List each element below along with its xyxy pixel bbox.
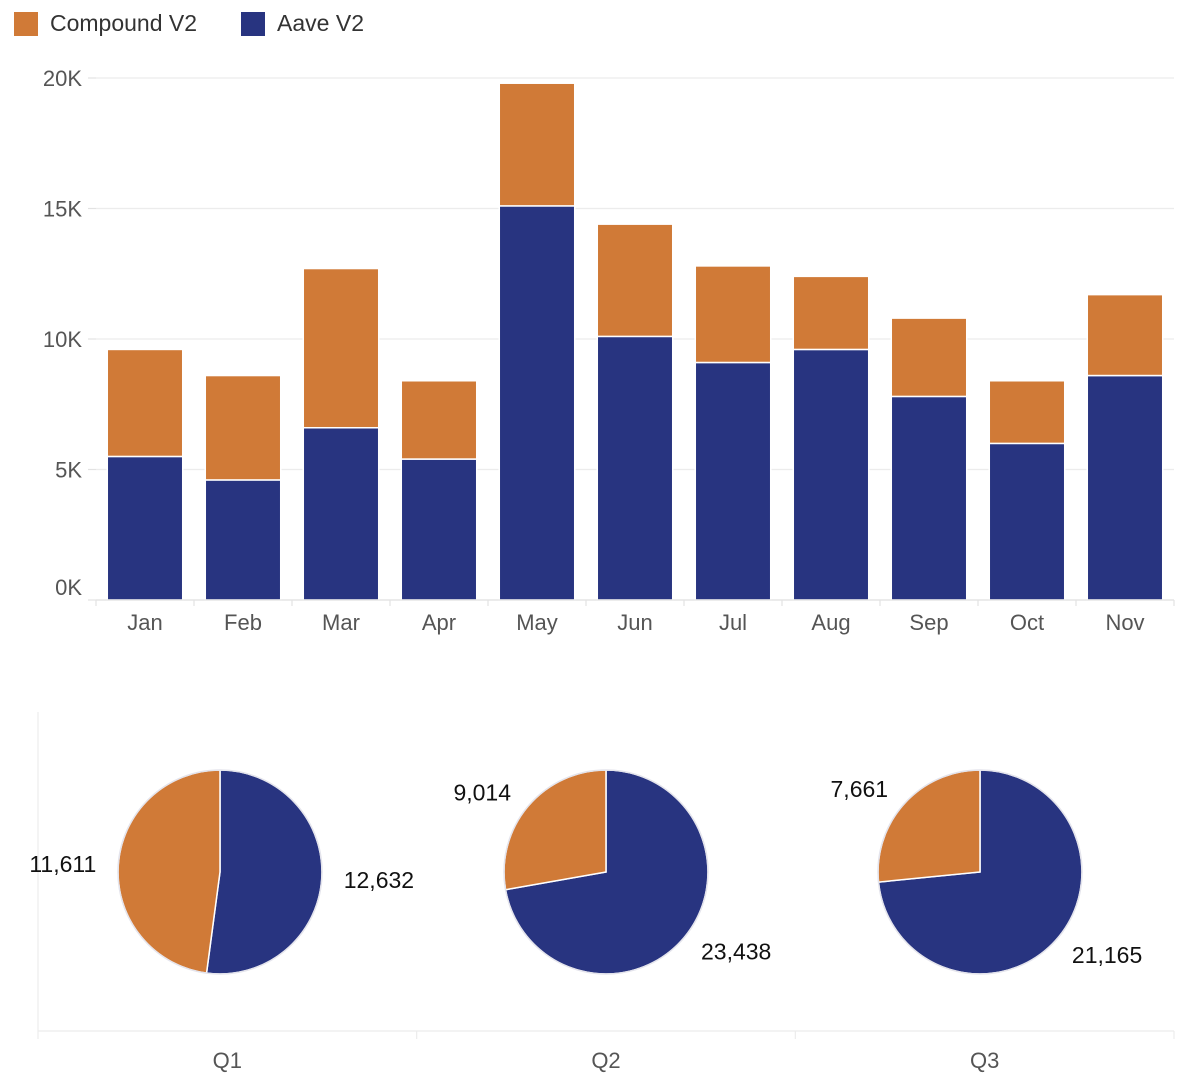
x-tick-label-jul: Jul: [719, 610, 747, 635]
pie-slice-q2-compound-v2: [503, 769, 607, 891]
bar-jun-compound-v2: [596, 223, 674, 338]
bar-mar-aave-v2: [302, 426, 380, 601]
legend-swatch-aave: [241, 11, 266, 36]
legend-label-compound: Compound V2: [50, 10, 198, 36]
bar-jul-compound-v2: [694, 265, 772, 364]
pie-category-label-q3: Q3: [970, 1048, 999, 1073]
x-tick-label-feb: Feb: [224, 610, 262, 635]
pie-label-q3-compound-v2: 7,661: [831, 776, 889, 802]
bar-jul-aave-v2: [694, 361, 772, 601]
pie-outline-q3: [877, 769, 1083, 975]
bar-may-compound-v2: [498, 82, 576, 207]
chart-legend: Compound V2 Aave V2: [14, 10, 364, 37]
x-tick-label-mar: Mar: [322, 610, 360, 635]
bar-jun-aave-v2: [596, 335, 674, 601]
bar-sep-aave-v2: [890, 395, 968, 601]
y-tick-label-2: 10K: [43, 327, 82, 352]
y-tick-label-1: 5K: [55, 458, 82, 483]
bar-mar-compound-v2: [302, 267, 380, 429]
pie-slice-q1-compound-v2: [117, 769, 221, 974]
bar-jan-compound-v2: [106, 348, 184, 458]
pie-category-label-q2: Q2: [591, 1048, 620, 1073]
x-tick-label-nov: Nov: [1105, 610, 1144, 635]
pie-label-q2-aave-v2: 23,438: [701, 939, 771, 965]
y-tick-label-0: 0K: [55, 575, 82, 600]
bar-apr-aave-v2: [400, 458, 478, 601]
pie-label-q2-compound-v2: 9,014: [453, 779, 511, 805]
pie-label-q1-aave-v2: 12,632: [344, 867, 414, 893]
y-tick-label-4: 20K: [43, 66, 82, 91]
bar-apr-compound-v2: [400, 380, 478, 460]
x-tick-label-jan: Jan: [127, 610, 162, 635]
x-tick-label-aug: Aug: [811, 610, 850, 635]
bar-oct-compound-v2: [988, 380, 1066, 445]
x-tick-label-apr: Apr: [422, 610, 456, 635]
bar-aug-compound-v2: [792, 275, 870, 351]
pie-category-label-q1: Q1: [213, 1048, 242, 1073]
bar-feb-aave-v2: [204, 479, 282, 601]
legend-item-aave[interactable]: Aave V2: [241, 10, 364, 37]
pie-label-q3-aave-v2: 21,165: [1072, 942, 1142, 968]
x-tick-label-sep: Sep: [909, 610, 948, 635]
bar-sep-compound-v2: [890, 317, 968, 398]
bar-nov-compound-v2: [1086, 293, 1164, 377]
pie-slice-q3-aave-v2: [877, 769, 1083, 975]
x-tick-label-oct: Oct: [1010, 610, 1044, 635]
x-tick-label-may: May: [516, 610, 558, 635]
pie-outline-q1: [117, 769, 323, 975]
pie-slice-q1-aave-v2: [205, 769, 323, 975]
legend-swatch-compound: [14, 11, 38, 36]
bar-nov-aave-v2: [1086, 374, 1164, 601]
pie-slice-q3-compound-v2: [877, 769, 981, 883]
x-tick-label-jun: Jun: [617, 610, 652, 635]
bar-feb-compound-v2: [204, 374, 282, 481]
legend-item-compound[interactable]: Compound V2: [14, 10, 197, 37]
legend-label-aave: Aave V2: [277, 10, 364, 36]
pie-outline-q2: [503, 769, 709, 975]
bar-jan-aave-v2: [106, 455, 184, 601]
y-tick-label-3: 15K: [43, 197, 82, 222]
bar-oct-aave-v2: [988, 442, 1066, 601]
pie-slice-q2-aave-v2: [504, 769, 709, 975]
pie-label-q1-compound-v2: 11,611: [29, 851, 96, 877]
bar-aug-aave-v2: [792, 348, 870, 601]
bar-may-aave-v2: [498, 205, 576, 601]
stacked-bar-chart: 0K 5K 10K 15K 20K Jan Feb Mar Apr May Jun Jul Aug Sep…: [43, 66, 1175, 635]
